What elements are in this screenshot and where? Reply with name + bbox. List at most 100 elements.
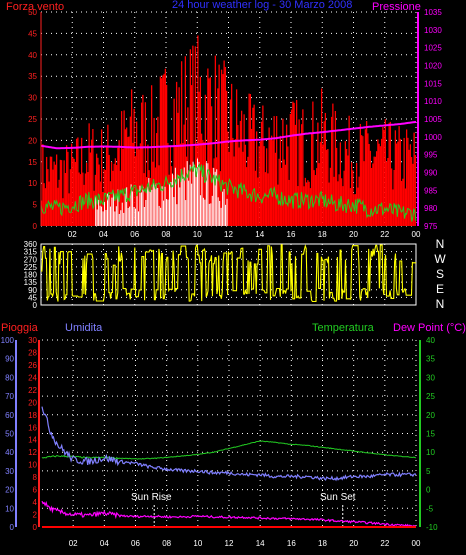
wind-tick-label: 10 <box>28 179 37 188</box>
compass-label: N <box>436 237 445 251</box>
direction-tick-label: 225 <box>24 263 38 272</box>
wind-tick-label: 20 <box>28 136 37 145</box>
wind-tick-label: 40 <box>28 51 37 60</box>
top-x-tick-label: 02 <box>68 230 77 239</box>
bottom-x-tick-label: 04 <box>100 539 109 548</box>
compass-label: N <box>436 297 445 311</box>
bottom-x-tick-label: 06 <box>131 539 140 548</box>
wind-tick-label: 25 <box>28 115 37 124</box>
temp-tick-label: 5 <box>426 467 431 476</box>
rain-tick-label: 6 <box>33 486 38 495</box>
wind-tick-label: 45 <box>28 29 37 38</box>
rain-tick-label: 26 <box>28 361 37 370</box>
rain-tick-label: 12 <box>28 448 37 457</box>
compass-label: E <box>436 282 444 296</box>
pressure-tick-label: 1020 <box>424 62 442 71</box>
temperature-axis-title: Temperatura <box>312 322 375 334</box>
direction-tick-label: 180 <box>24 271 38 280</box>
rain-tick-label: 22 <box>28 386 37 395</box>
wind-tick-label: 50 <box>28 8 37 17</box>
rain-tick-label: 18 <box>28 411 37 420</box>
pressure-tick-label: 990 <box>424 169 438 178</box>
avg-wind-line <box>40 162 417 222</box>
temp-tick-label: -10 <box>426 523 438 532</box>
pressure-line <box>40 120 417 150</box>
bottom-grid <box>42 339 417 528</box>
rain-tick-label: 14 <box>28 436 37 445</box>
pressure-tick-label: 985 <box>424 186 438 195</box>
humidity-tick-label: 20 <box>5 486 14 495</box>
top-x-tick-label: 18 <box>318 230 327 239</box>
bottom-x-tick-label: 18 <box>318 539 327 548</box>
direction-tick-label: 360 <box>24 240 38 249</box>
wind-pressure-panel: Forza vento 24 hour weather log - 30 Mar… <box>6 0 442 239</box>
wind-tick-label: 0 <box>33 222 38 231</box>
bottom-x-tick-label: 02 <box>69 539 78 548</box>
bottom-lines <box>41 406 417 528</box>
bottom-x-tick-label: 12 <box>225 539 234 548</box>
top-x-tick-label: 16 <box>287 230 296 239</box>
bottom-x-tick-label: 08 <box>162 539 171 548</box>
wind-tick-label: 5 <box>33 201 38 210</box>
humidity-axis-title: Umidita <box>65 322 103 334</box>
bottom-x-tick-label: 20 <box>349 539 358 548</box>
pressure-tick-label: 975 <box>424 222 438 231</box>
rain-tick-label: 4 <box>33 498 38 507</box>
dewpoint-axis-title: Dew Point (°C) <box>393 322 466 334</box>
temp-tick-label: 35 <box>426 355 435 364</box>
direction-tick-label: 0 <box>33 301 38 310</box>
wind-tick-label: 35 <box>28 72 37 81</box>
pressure-tick-label: 1000 <box>424 133 442 142</box>
wind-tick-label: 15 <box>28 158 37 167</box>
temp-tick-label: 40 <box>426 336 435 345</box>
pressure-tick-label: 1035 <box>424 8 442 17</box>
compass-label: S <box>436 267 444 281</box>
wind-direction-line <box>41 244 416 303</box>
humidity-tick-label: 80 <box>5 373 14 382</box>
chart-title: 24 hour weather log - 30 Marzo 2008 <box>172 0 352 11</box>
humidity-tick-label: 60 <box>5 411 14 420</box>
top-x-tick-label: 08 <box>162 230 171 239</box>
temp-tick-label: 15 <box>426 430 435 439</box>
direction-tick-label: 315 <box>24 248 38 257</box>
direction-tick-label: 90 <box>28 286 37 295</box>
humidity-tick-label: 70 <box>5 392 14 401</box>
pressure-tick-label: 1005 <box>424 115 442 124</box>
direction-tick-label: 270 <box>24 255 38 264</box>
humidity-tick-label: 30 <box>5 467 14 476</box>
wind-direction-series <box>41 244 416 303</box>
top-x-tick-label: 12 <box>224 230 233 239</box>
rain-tick-label: 16 <box>28 423 37 432</box>
wind-axis-title: Forza vento <box>6 1 64 13</box>
humidity-tick-label: 50 <box>5 430 14 439</box>
sunset-label: Sun Set <box>320 492 356 503</box>
top-lines <box>40 120 417 222</box>
rain-tick-label: 28 <box>28 348 37 357</box>
temp-humidity-panel: Pioggia Umidita Temperatura Dew Point (°… <box>1 322 466 548</box>
dewpoint-line <box>41 500 417 528</box>
top-grid <box>41 11 417 227</box>
rain-tick-label: 20 <box>28 398 37 407</box>
rain-tick-label: 10 <box>28 461 37 470</box>
bottom-x-tick-label: 22 <box>380 539 389 548</box>
rain-tick-label: 8 <box>33 473 38 482</box>
direction-tick-label: 45 <box>28 293 37 302</box>
pressure-tick-label: 995 <box>424 151 438 160</box>
rain-tick-label: 0 <box>33 523 38 532</box>
pressure-tick-label: 1030 <box>424 26 442 35</box>
temp-tick-label: 25 <box>426 392 435 401</box>
wind-tick-label: 30 <box>28 94 37 103</box>
humidity-tick-label: 40 <box>5 448 14 457</box>
top-x-tick-label: 10 <box>193 230 202 239</box>
pressure-tick-label: 1010 <box>424 97 442 106</box>
humidity-tick-label: 0 <box>10 523 15 532</box>
humidity-tick-label: 100 <box>1 336 15 345</box>
temp-tick-label: 10 <box>426 448 435 457</box>
compass-label: W <box>434 252 446 266</box>
temperature-line <box>41 440 417 460</box>
rain-axis-title: Pioggia <box>1 322 39 334</box>
top-x-tick-label: 06 <box>130 230 139 239</box>
humidity-tick-label: 90 <box>5 355 14 364</box>
